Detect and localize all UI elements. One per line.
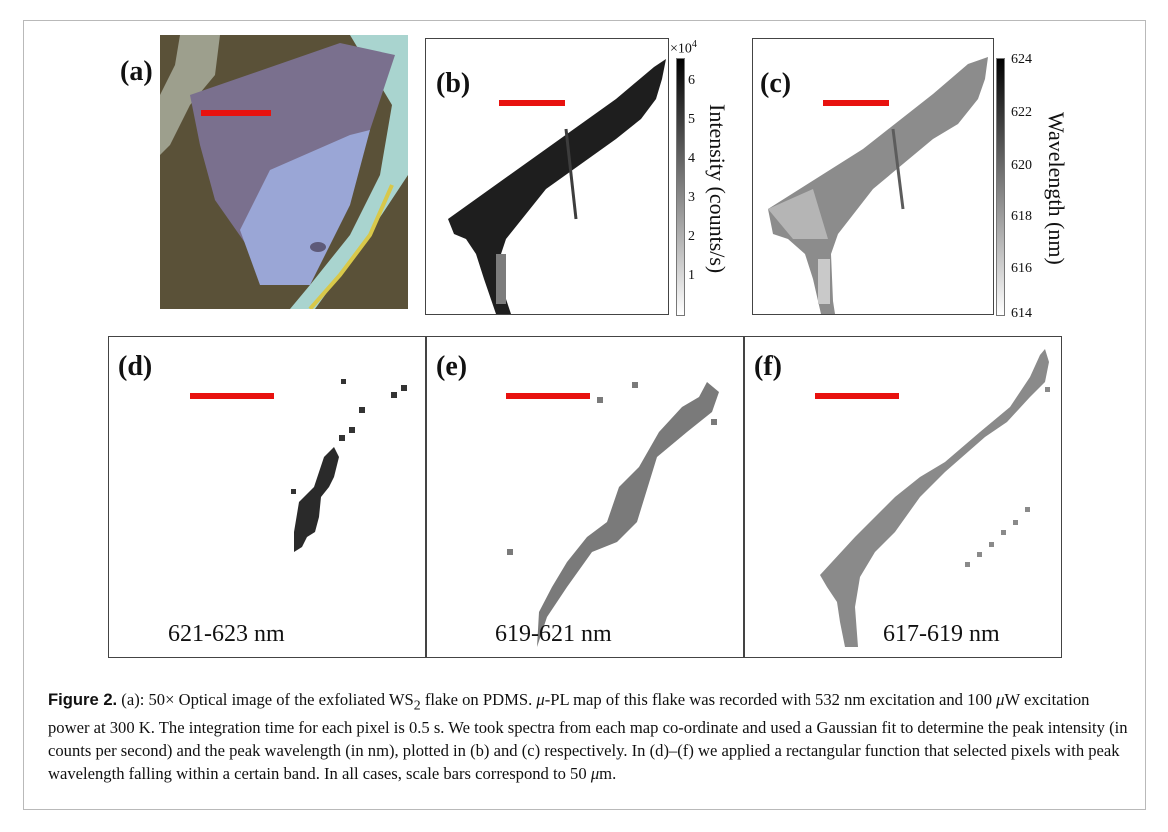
panel-e-band-map <box>426 336 744 658</box>
panel-e-label: (e) <box>436 351 468 382</box>
scale-bar-d <box>190 393 274 399</box>
optical-image <box>160 35 408 309</box>
intensity-tick-1: 1 <box>688 268 695 283</box>
scale-bar-b <box>499 100 565 106</box>
wavelength-colorbar <box>996 58 1005 316</box>
figure-caption: Figure 2. (a): 50× Optical image of the … <box>48 688 1128 785</box>
band-map-d-image <box>291 379 407 552</box>
panel-b-intensity-map <box>425 38 669 315</box>
intensity-map-image <box>448 59 666 314</box>
panel-f-label: (f) <box>754 351 782 382</box>
intensity-colorbar-multiplier: ×104 <box>670 39 697 57</box>
intensity-tick-3: 3 <box>688 190 695 205</box>
caption-text: flake on PDMS. <box>420 690 537 709</box>
panel-f-band-map <box>744 336 1062 658</box>
caption-text: -PL map of this flake was recorded with … <box>544 690 997 709</box>
caption-figure-label: Figure 2. <box>48 690 118 709</box>
panel-d-label: (d) <box>118 351 153 382</box>
intensity-tick-4: 4 <box>688 151 695 166</box>
scale-bar-a <box>201 110 271 116</box>
wavelength-map-image <box>768 57 988 314</box>
intensity-tick-5: 5 <box>688 112 695 127</box>
panel-c-wavelength-map <box>752 38 994 315</box>
wavelength-colorbar-title: Wavelength (nm) <box>1044 112 1069 265</box>
wavelength-tick-616: 616 <box>1011 261 1032 276</box>
caption-mu: μ <box>996 690 1005 709</box>
caption-text: W excitation power at 300 K. The integra… <box>48 690 1128 784</box>
intensity-colorbar <box>676 58 685 316</box>
band-map-e-image <box>507 382 719 647</box>
band-label-e: 619-621 nm <box>495 621 612 647</box>
scale-bar-e <box>506 393 590 399</box>
band-map-f-image <box>820 349 1050 647</box>
intensity-tick-2: 2 <box>688 229 695 244</box>
band-label-d: 621-623 nm <box>168 621 285 647</box>
scale-bar-f <box>815 393 899 399</box>
caption-mu: μ <box>590 764 600 784</box>
wavelength-tick-614: 614 <box>1011 306 1032 321</box>
wavelength-tick-624: 624 <box>1011 52 1032 67</box>
wavelength-tick-622: 622 <box>1011 105 1032 120</box>
panel-b-label: (b) <box>436 68 471 99</box>
panel-c-label: (c) <box>760 68 792 99</box>
wavelength-tick-620: 620 <box>1011 158 1032 173</box>
band-label-f: 617-619 nm <box>883 621 1000 647</box>
intensity-tick-6: 6 <box>688 73 695 88</box>
panel-d-band-map <box>108 336 426 658</box>
caption-text: m. <box>599 764 617 784</box>
wavelength-tick-618: 618 <box>1011 209 1032 224</box>
caption-mu: μ <box>536 690 545 709</box>
scale-bar-c <box>823 100 889 106</box>
caption-subscript: 2 <box>413 697 421 713</box>
caption-text: (a): 50× Optical image of the exfoliated… <box>117 690 414 709</box>
panel-a-label: (a) <box>120 56 153 87</box>
panel-a-optical-image <box>160 35 408 309</box>
figure-frame <box>23 20 1146 810</box>
intensity-colorbar-title: Intensity (counts/s) <box>705 104 730 274</box>
